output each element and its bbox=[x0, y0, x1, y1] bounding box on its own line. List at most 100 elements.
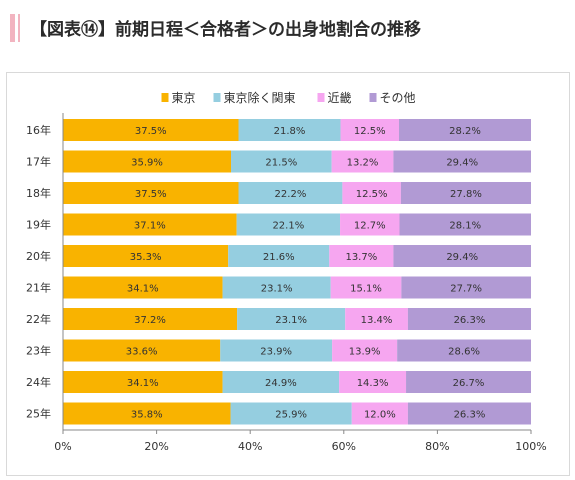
data-label-3-0: 28.2% bbox=[449, 126, 481, 137]
legend-label-3: その他 bbox=[380, 91, 416, 105]
category-label-5: 21年 bbox=[26, 281, 51, 295]
data-label-2-5: 15.1% bbox=[350, 284, 382, 295]
data-label-2-3: 12.7% bbox=[354, 221, 386, 232]
data-label-0-8: 34.1% bbox=[127, 378, 159, 389]
bar-3-4 bbox=[393, 245, 531, 267]
title-area: 【図表⑭】前期日程＜合格者＞の出身地割合の推移 bbox=[10, 12, 565, 52]
bar-3-8 bbox=[406, 371, 531, 393]
x-tick-label-3: 60% bbox=[332, 440, 356, 453]
category-label-6: 22年 bbox=[26, 312, 51, 326]
bar-0-7 bbox=[63, 339, 221, 362]
category-label-1: 17年 bbox=[26, 155, 51, 169]
data-label-3-7: 28.6% bbox=[448, 347, 480, 358]
bar-1-4 bbox=[228, 245, 330, 267]
data-label-2-0: 12.5% bbox=[354, 126, 386, 137]
data-label-0-9: 35.8% bbox=[131, 410, 163, 421]
bar-3-9 bbox=[407, 402, 531, 425]
bar-1-0 bbox=[238, 119, 341, 141]
bar-2-9 bbox=[351, 402, 408, 425]
title-accent-bar bbox=[10, 14, 15, 42]
bar-3-7 bbox=[397, 339, 531, 362]
data-label-0-6: 37.2% bbox=[134, 315, 166, 326]
data-label-2-1: 13.2% bbox=[347, 158, 379, 169]
x-tick-label-2: 40% bbox=[238, 440, 262, 453]
data-label-1-5: 23.1% bbox=[261, 284, 293, 295]
legend-label-2: 近畿 bbox=[328, 91, 352, 105]
data-label-2-8: 14.3% bbox=[357, 378, 389, 389]
bar-0-5 bbox=[63, 276, 223, 299]
legend-swatch-0 bbox=[161, 93, 169, 102]
category-label-2: 18年 bbox=[26, 186, 51, 200]
bar-2-5 bbox=[330, 276, 402, 299]
bar-0-8 bbox=[63, 371, 223, 393]
bar-1-8 bbox=[222, 371, 340, 393]
data-label-3-5: 27.7% bbox=[450, 284, 482, 295]
x-tick-label-4: 80% bbox=[425, 440, 449, 453]
data-label-2-6: 13.4% bbox=[361, 315, 393, 326]
data-label-2-7: 13.9% bbox=[349, 347, 381, 358]
category-label-0: 16年 bbox=[26, 123, 51, 137]
data-label-3-9: 26.3% bbox=[454, 410, 486, 421]
bar-2-1 bbox=[331, 150, 394, 173]
data-label-0-3: 37.1% bbox=[134, 221, 166, 232]
bar-0-6 bbox=[63, 308, 238, 330]
bar-3-5 bbox=[401, 276, 531, 299]
data-label-1-1: 21.5% bbox=[265, 158, 297, 169]
category-label-8: 24年 bbox=[26, 375, 51, 389]
bar-1-2 bbox=[238, 182, 343, 204]
data-label-0-7: 33.6% bbox=[126, 347, 158, 358]
data-label-1-6: 23.1% bbox=[275, 315, 307, 326]
data-label-1-4: 21.6% bbox=[263, 252, 295, 263]
data-label-1-3: 22.1% bbox=[272, 221, 304, 232]
data-label-2-4: 13.7% bbox=[345, 252, 377, 263]
legend-swatch-1 bbox=[213, 93, 221, 102]
category-label-7: 23年 bbox=[26, 344, 51, 358]
bar-3-2 bbox=[400, 182, 531, 204]
x-tick-label-1: 20% bbox=[144, 440, 168, 453]
bar-2-0 bbox=[340, 119, 400, 141]
category-label-3: 19年 bbox=[26, 218, 51, 232]
bar-0-0 bbox=[63, 119, 239, 141]
bar-3-3 bbox=[399, 213, 531, 236]
bar-0-1 bbox=[63, 150, 232, 173]
data-label-1-0: 21.8% bbox=[274, 126, 306, 137]
data-label-3-2: 27.8% bbox=[450, 189, 482, 200]
data-label-0-4: 35.3% bbox=[130, 252, 162, 263]
x-tick-label-0: 0% bbox=[54, 440, 71, 453]
data-label-0-0: 37.5% bbox=[135, 126, 167, 137]
bar-1-5 bbox=[222, 276, 331, 299]
data-label-3-3: 28.1% bbox=[449, 221, 481, 232]
bar-3-0 bbox=[399, 119, 531, 141]
bar-0-2 bbox=[63, 182, 239, 204]
data-label-1-7: 23.9% bbox=[260, 347, 292, 358]
stacked-bar-chart: 東京 東京除く関東 近畿 その他 16年 37.5% 21.8% 12.5% 28.2% 17年 3… bbox=[26, 90, 547, 453]
data-label-0-2: 37.5% bbox=[135, 189, 167, 200]
bar-0-3 bbox=[63, 213, 237, 236]
bar-2-8 bbox=[339, 371, 407, 393]
bar-0-9 bbox=[63, 402, 231, 425]
data-label-3-6: 26.3% bbox=[454, 315, 486, 326]
bar-1-3 bbox=[236, 213, 341, 236]
data-label-2-2: 12.5% bbox=[356, 189, 388, 200]
bar-0-4 bbox=[63, 245, 229, 267]
data-label-0-1: 35.9% bbox=[131, 158, 163, 169]
chart-title: 【図表⑭】前期日程＜合格者＞の出身地割合の推移 bbox=[30, 20, 421, 40]
legend-label-1: 東京除く関東 bbox=[224, 90, 296, 105]
bar-2-6 bbox=[345, 308, 408, 330]
data-label-3-8: 26.7% bbox=[453, 378, 485, 389]
x-tick-label-5: 100% bbox=[515, 440, 546, 453]
chart-container: 東京 東京除く関東 近畿 その他 16年 37.5% 21.8% 12.5% 28.2% 17年 3… bbox=[6, 72, 570, 476]
bar-2-2 bbox=[342, 182, 401, 204]
data-label-1-8: 24.9% bbox=[265, 378, 297, 389]
bar-2-7 bbox=[332, 339, 398, 362]
bar-2-3 bbox=[340, 213, 400, 236]
bar-1-6 bbox=[237, 308, 346, 330]
legend-label-0: 東京 bbox=[172, 91, 196, 105]
legend-swatch-3 bbox=[369, 93, 377, 102]
data-label-1-9: 25.9% bbox=[275, 410, 307, 421]
bar-1-1 bbox=[231, 150, 332, 173]
legend-swatch-2 bbox=[317, 93, 325, 102]
bar-2-4 bbox=[329, 245, 394, 267]
category-label-9: 25年 bbox=[26, 407, 51, 421]
data-label-2-9: 12.0% bbox=[364, 410, 396, 421]
